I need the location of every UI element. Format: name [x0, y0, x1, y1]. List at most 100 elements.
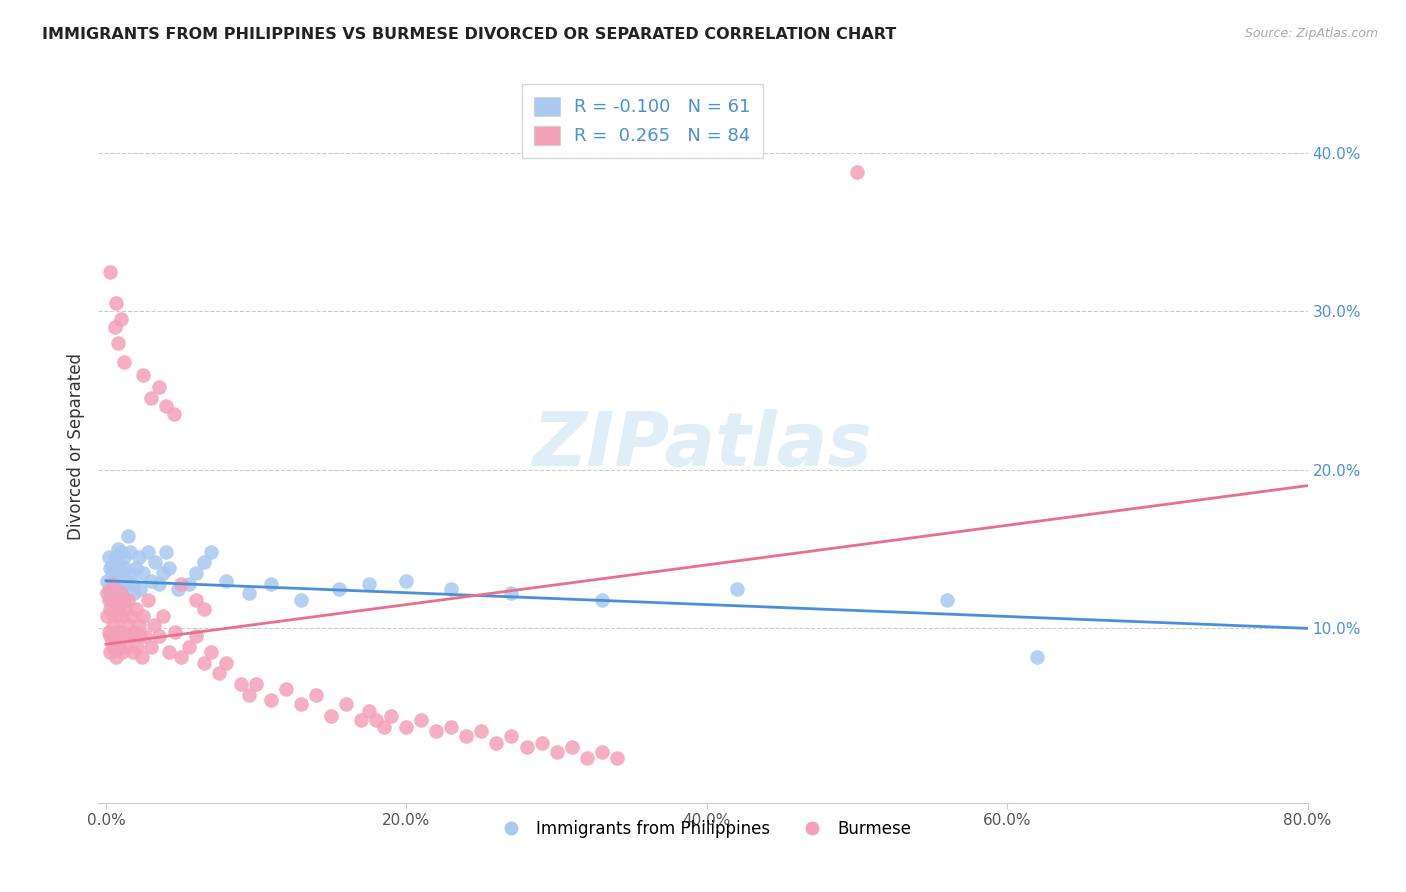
Point [157, 645, 180, 659]
Point [111, 645, 134, 659]
Point [440, 582, 463, 596]
Point [104, 549, 127, 564]
Point [260, 692, 283, 706]
Point [107, 542, 129, 557]
Point [101, 606, 124, 620]
Point [97, 592, 120, 607]
Point [170, 577, 193, 591]
Point [245, 677, 267, 691]
Point [115, 618, 138, 632]
Text: IMMIGRANTS FROM PHILIPPINES VS BURMESE DIVORCED OR SEPARATED CORRELATION CHART: IMMIGRANTS FROM PHILIPPINES VS BURMESE D… [42, 27, 897, 42]
Point [184, 592, 207, 607]
Point [121, 608, 143, 623]
Point [118, 629, 141, 643]
Point [229, 677, 252, 691]
Point [96, 574, 118, 588]
Point [129, 629, 152, 643]
Point [125, 602, 148, 616]
Point [152, 566, 174, 580]
Point [238, 688, 260, 702]
Point [103, 558, 125, 572]
Point [97, 582, 120, 596]
Point [575, 751, 598, 765]
Point [238, 586, 260, 600]
Point [110, 312, 132, 326]
Point [184, 566, 207, 580]
Point [101, 577, 124, 591]
Point [139, 392, 162, 406]
Point [591, 592, 613, 607]
Point [606, 751, 628, 765]
Point [105, 566, 128, 580]
Point [110, 624, 132, 639]
Point [100, 590, 122, 604]
Point [148, 577, 170, 591]
Point [357, 704, 380, 718]
Point [128, 549, 150, 564]
Point [107, 592, 129, 607]
Point [193, 555, 215, 569]
Point [846, 164, 869, 178]
Point [107, 624, 129, 639]
Point [177, 577, 200, 591]
Point [215, 574, 238, 588]
Point [193, 657, 215, 671]
Point [136, 545, 159, 559]
Point [100, 645, 122, 659]
Point [305, 688, 328, 702]
Point [112, 629, 135, 643]
Point [143, 618, 166, 632]
Point [118, 545, 141, 559]
Point [114, 640, 136, 655]
Point [200, 545, 222, 559]
Point [105, 608, 128, 623]
Point [105, 649, 128, 664]
Point [200, 645, 222, 659]
Point [101, 634, 124, 648]
Point [107, 592, 129, 607]
Point [260, 577, 283, 591]
Point [373, 720, 395, 734]
Point [145, 555, 167, 569]
Point [157, 561, 180, 575]
Point [170, 649, 193, 664]
Point [121, 566, 143, 580]
Point [350, 714, 373, 728]
Point [104, 577, 127, 591]
Point [167, 582, 190, 596]
Point [395, 720, 418, 734]
Point [103, 577, 125, 591]
Point [122, 645, 145, 659]
Legend: Immigrants from Philippines, Burmese: Immigrants from Philippines, Burmese [488, 814, 918, 845]
Point [177, 640, 200, 655]
Point [1026, 649, 1049, 664]
Point [129, 582, 152, 596]
Point [193, 602, 215, 616]
Point [108, 640, 131, 655]
Point [501, 729, 523, 743]
Point [101, 566, 124, 580]
Point [290, 698, 312, 712]
Point [100, 629, 122, 643]
Point [108, 602, 131, 616]
Point [124, 624, 146, 639]
Point [155, 545, 177, 559]
Point [108, 582, 131, 596]
Point [110, 545, 132, 559]
Point [105, 296, 128, 310]
Point [148, 380, 170, 394]
Point [546, 745, 568, 759]
Point [111, 566, 134, 580]
Point [561, 740, 583, 755]
Point [936, 592, 959, 607]
Point [107, 335, 129, 350]
Point [100, 602, 122, 616]
Point [148, 629, 170, 643]
Point [335, 698, 357, 712]
Text: ZIPatlas: ZIPatlas [533, 409, 873, 483]
Point [111, 592, 134, 607]
Point [103, 640, 125, 655]
Point [114, 561, 136, 575]
Point [100, 561, 122, 575]
Point [485, 735, 508, 749]
